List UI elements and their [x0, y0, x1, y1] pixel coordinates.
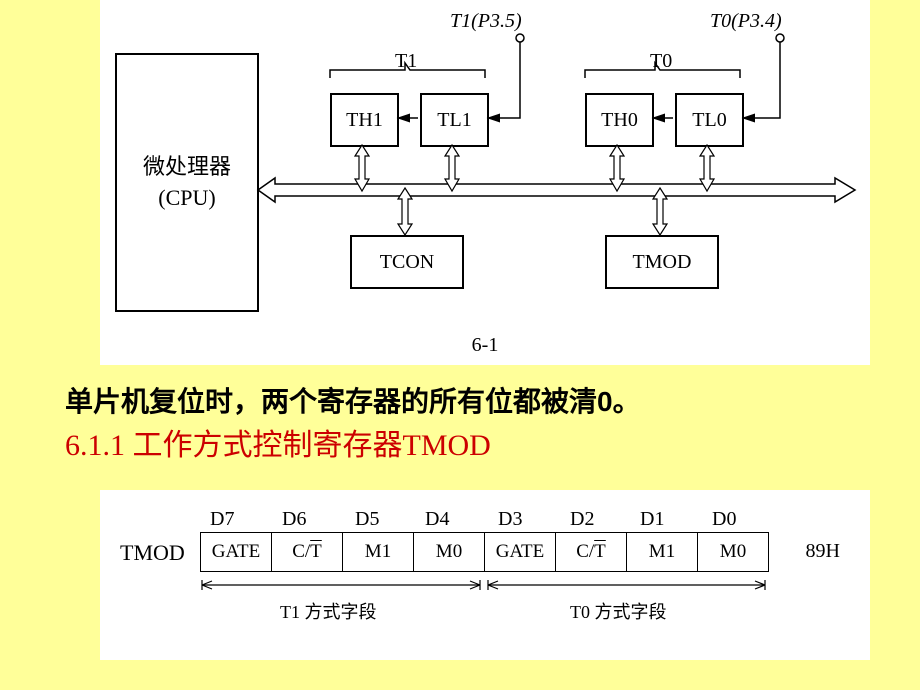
figure-number: 6-1: [100, 334, 870, 357]
cell2-text: M1: [365, 541, 391, 562]
tmod-cell-5: C/T: [556, 533, 627, 572]
cpu-label-1: 微处理器: [143, 152, 231, 183]
bit-d2: D2: [570, 508, 594, 531]
t1-group-label: T1: [395, 50, 417, 73]
tmod-bit-table: GATE C/T M1 M0 GATE C/T M1 M0: [200, 532, 769, 572]
cell4-text: GATE: [496, 541, 545, 562]
bit-d3: D3: [498, 508, 522, 531]
t1-pin-label: T1(P3.5): [450, 10, 522, 33]
cpu-label-2: (CPU): [158, 183, 215, 214]
cpu-block: 微处理器 (CPU): [115, 53, 259, 312]
bit-d1: D1: [640, 508, 664, 531]
tmod-cell-4: GATE: [485, 533, 556, 572]
t0-group-label: T0: [650, 50, 672, 73]
bit-d5: D5: [355, 508, 379, 531]
t1-range-label: T1 方式字段: [280, 598, 377, 624]
tmod-name-label: TMOD: [120, 540, 185, 566]
tmod-cell-6: M1: [627, 533, 698, 572]
tmod-box: TMOD: [605, 235, 719, 289]
tmod-register-panel: TMOD D7 D6 D5 D4 D3 D2 D1 D0 GATE C/T M1…: [100, 490, 870, 660]
tl1-box: TL1: [420, 93, 489, 147]
th0-box: TH0: [585, 93, 654, 147]
t0-pin-label: T0(P3.4): [710, 10, 782, 33]
tmod-address: 89H: [806, 540, 840, 563]
tmod-cell-3: M0: [414, 533, 485, 572]
t0-range-label: T0 方式字段: [570, 598, 667, 624]
bit-d0: D0: [712, 508, 736, 531]
tcon-box: TCON: [350, 235, 464, 289]
cell7-text: M0: [720, 541, 746, 562]
bit-d6: D6: [282, 508, 306, 531]
tmod-cell-1: C/T: [272, 533, 343, 572]
tl0-box: TL0: [675, 93, 744, 147]
cell3-text: M0: [436, 541, 462, 562]
th1-box: TH1: [330, 93, 399, 147]
tmod-cell-7: M0: [698, 533, 769, 572]
cell1-text: C/T: [292, 541, 322, 562]
section-heading: 6.1.1 工作方式控制寄存器TMOD: [65, 420, 491, 464]
tmod-cell-2: M1: [343, 533, 414, 572]
cell0-text: GATE: [212, 541, 261, 562]
cell5-text: C/T: [576, 541, 606, 562]
tmod-cell-0: GATE: [201, 533, 272, 572]
body-text-1: 单片机复位时，两个寄存器的所有位都被清0。: [65, 380, 641, 420]
block-diagram: 微处理器 (CPU) T1(P3.5) T0(P3.4) T1 T0 TH1 T…: [100, 0, 870, 365]
bit-d7: D7: [210, 508, 234, 531]
bit-d4: D4: [425, 508, 449, 531]
cell6-text: M1: [649, 541, 675, 562]
